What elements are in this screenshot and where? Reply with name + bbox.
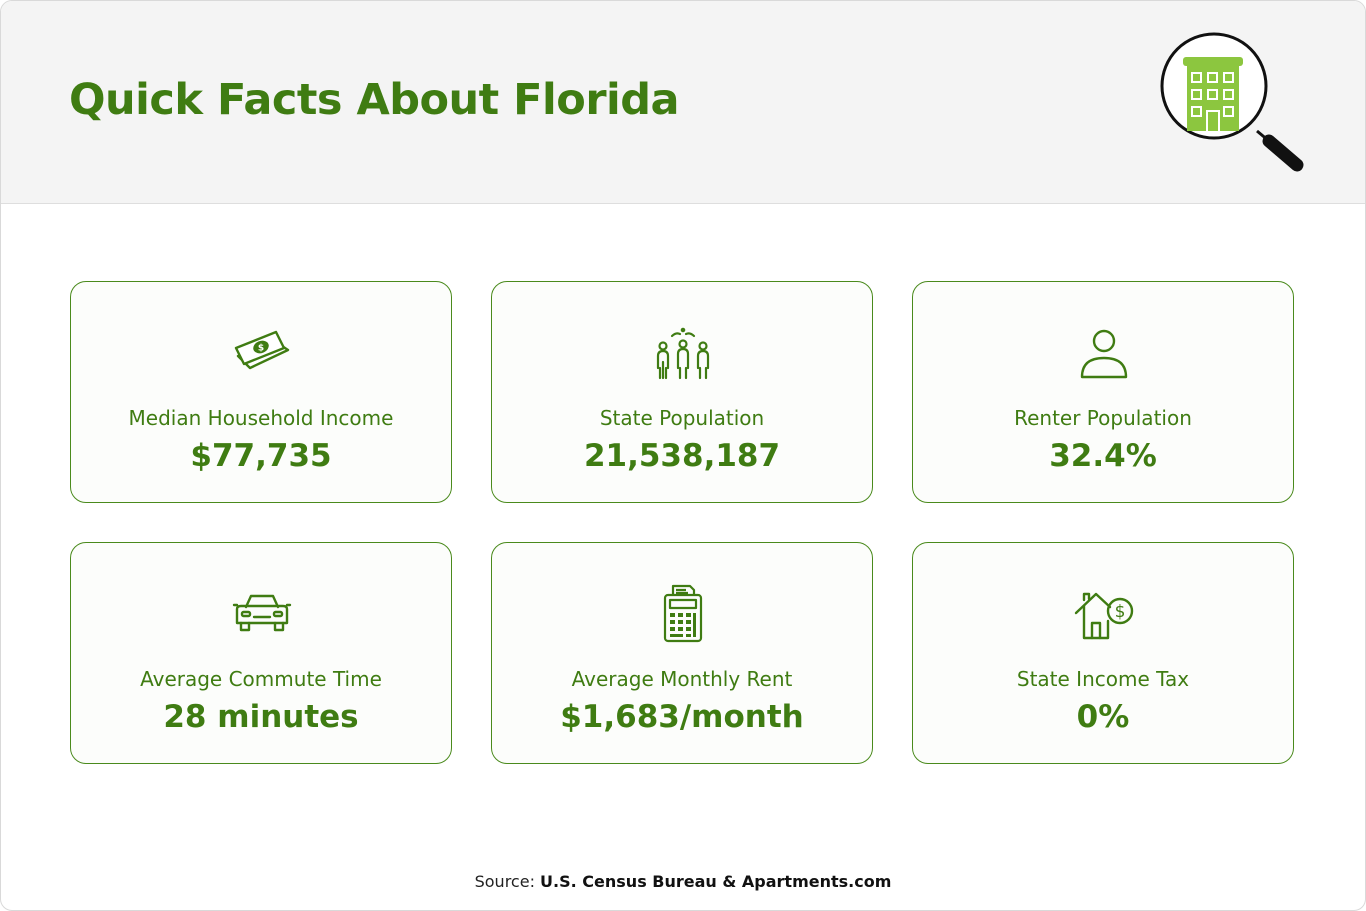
house-dollar-icon: $ (1074, 592, 1134, 640)
fact-label: State Population (599, 406, 765, 430)
svg-text:$: $ (1115, 602, 1126, 622)
page-title: Quick Facts About Florida (69, 75, 680, 125)
fact-card-state-population: State Population 21,538,187 (491, 281, 873, 503)
building-magnifier-icon (1160, 32, 1304, 172)
fact-card-monthly-rent: Average Monthly Rent $1,683/month (491, 542, 873, 764)
source-prefix: Source: (474, 872, 535, 891)
fact-card-median-income: $ Median Household Income $77,735 (70, 281, 452, 503)
source-line: Source: U.S. Census Bureau & Apartments.… (1, 872, 1365, 891)
fact-label: Average Monthly Rent (571, 667, 793, 691)
fact-label: Median Household Income (128, 406, 394, 430)
fact-value: 0% (1076, 699, 1130, 735)
cash-icon: $ (234, 330, 290, 370)
people-group-icon (656, 327, 710, 380)
header: Quick Facts About Florida (1, 1, 1365, 204)
fact-value: 21,538,187 (583, 438, 781, 474)
source-text: U.S. Census Bureau & Apartments.com (540, 872, 892, 891)
fact-value: 32.4% (1049, 438, 1157, 474)
car-icon (232, 594, 292, 632)
fact-card-renter-population: Renter Population 32.4% (912, 281, 1294, 503)
fact-value: $1,683/month (560, 699, 804, 735)
fact-value: 28 minutes (163, 699, 359, 735)
fact-card-commute-time: Average Commute Time 28 minutes (70, 542, 452, 764)
calculator-icon (663, 584, 703, 643)
fact-label: State Income Tax (1016, 667, 1190, 691)
fact-value: $77,735 (190, 438, 332, 474)
fact-label: Renter Population (1014, 406, 1192, 430)
svg-text:$: $ (258, 344, 264, 354)
fact-label: Average Commute Time (140, 667, 382, 691)
person-icon (1080, 329, 1128, 379)
fact-card-income-tax: $ State Income Tax 0% (912, 542, 1294, 764)
